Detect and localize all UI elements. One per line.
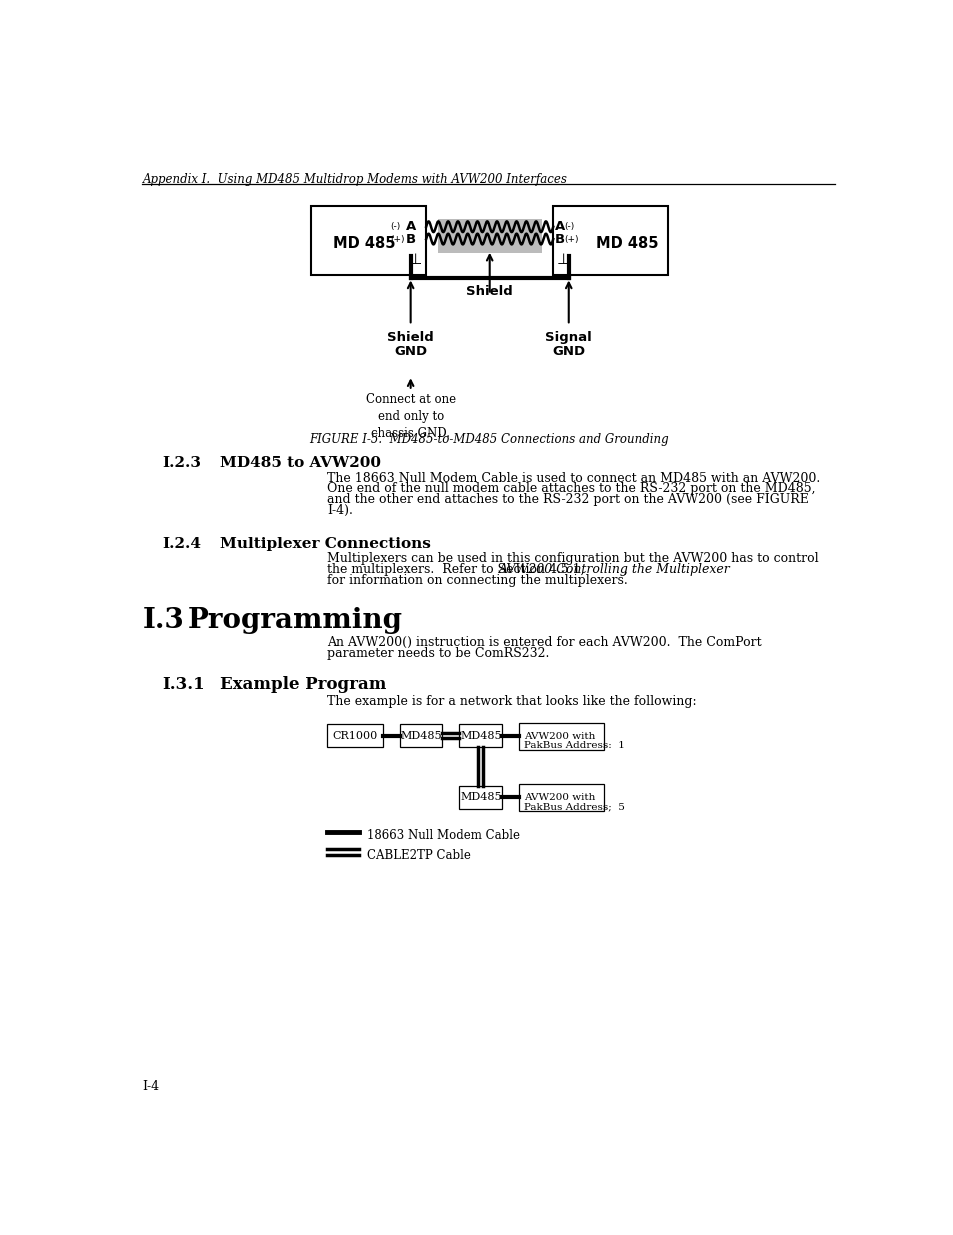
Text: CABLE2TP Cable: CABLE2TP Cable [367,848,471,862]
Text: and the other end attaches to the RS-232 port on the AVW200 (see FIGURE: and the other end attaches to the RS-232… [327,493,808,506]
Text: Shield
GND: Shield GND [387,331,434,358]
Text: Shield: Shield [466,285,513,299]
Text: (-): (-) [390,222,400,231]
Text: Programming: Programming [187,608,402,634]
FancyBboxPatch shape [311,206,426,275]
Text: the multiplexers.  Refer to Section 4.5.1,: the multiplexers. Refer to Section 4.5.1… [327,563,588,577]
Text: The 18663 Null Modem Cable is used to connect an MD485 with an AVW200.: The 18663 Null Modem Cable is used to co… [327,472,820,484]
Text: for information on connecting the multiplexers.: for information on connecting the multip… [327,574,627,587]
Text: (+): (+) [390,235,405,243]
Text: ,: , [622,563,627,577]
FancyBboxPatch shape [553,206,667,275]
Text: Signal
GND: Signal GND [545,331,592,358]
Text: (-): (-) [563,222,574,231]
Text: AVW200 with: AVW200 with [523,793,595,803]
FancyBboxPatch shape [518,784,604,811]
Text: AVW200 with: AVW200 with [523,732,595,741]
Text: Example Program: Example Program [220,677,386,693]
FancyBboxPatch shape [399,724,442,747]
Text: MD485 to AVW200: MD485 to AVW200 [220,456,380,471]
FancyBboxPatch shape [459,724,501,747]
Text: PakBus Address:  1: PakBus Address: 1 [523,741,624,750]
Text: I.3: I.3 [142,608,184,634]
Text: MD485: MD485 [459,793,501,803]
Text: ⊥: ⊥ [557,252,570,267]
FancyBboxPatch shape [518,722,604,750]
Text: AVW200 Controlling the Multiplexer: AVW200 Controlling the Multiplexer [498,563,730,577]
Text: MD 485: MD 485 [596,236,658,251]
FancyBboxPatch shape [437,219,541,253]
Text: Connect at one
end only to
chassis GND.: Connect at one end only to chassis GND. [365,393,456,440]
Text: I.3.1: I.3.1 [162,677,204,693]
Text: PakBus Address;  5: PakBus Address; 5 [523,803,624,811]
Text: MD485: MD485 [400,731,441,741]
Text: Appendix I.  Using MD485 Multidrop Modems with AVW200 Interfaces: Appendix I. Using MD485 Multidrop Modems… [142,173,567,185]
Text: 18663 Null Modem Cable: 18663 Null Modem Cable [367,829,519,841]
Text: One end of the null modem cable attaches to the RS-232 port on the MD485,: One end of the null modem cable attaches… [327,483,815,495]
Text: B: B [406,232,416,246]
FancyBboxPatch shape [327,724,382,747]
Text: An AVW200() instruction is entered for each AVW200.  The ComPort: An AVW200() instruction is entered for e… [327,636,760,650]
Text: I-4).: I-4). [327,504,353,517]
Text: MD 485: MD 485 [333,236,395,251]
Text: ⊥: ⊥ [409,252,422,267]
Text: Multiplexers can be used in this configuration but the AVW200 has to control: Multiplexers can be used in this configu… [327,552,818,566]
Text: FIGURE I-5.  MD485-to-MD485 Connections and Grounding: FIGURE I-5. MD485-to-MD485 Connections a… [309,433,668,446]
Text: I.2.4: I.2.4 [162,537,201,551]
Text: CR1000: CR1000 [332,731,377,741]
Text: MD485: MD485 [459,731,501,741]
Text: B: B [555,232,564,246]
Text: parameter needs to be ComRS232.: parameter needs to be ComRS232. [327,647,549,661]
Text: A: A [555,220,564,233]
Text: I-4: I-4 [142,1079,159,1093]
Text: A: A [406,220,416,233]
Text: The example is for a network that looks like the following:: The example is for a network that looks … [327,695,696,708]
Text: Multiplexer Connections: Multiplexer Connections [220,537,431,551]
Text: (+): (+) [563,235,578,243]
FancyBboxPatch shape [459,785,501,809]
Text: I.2.3: I.2.3 [162,456,201,471]
